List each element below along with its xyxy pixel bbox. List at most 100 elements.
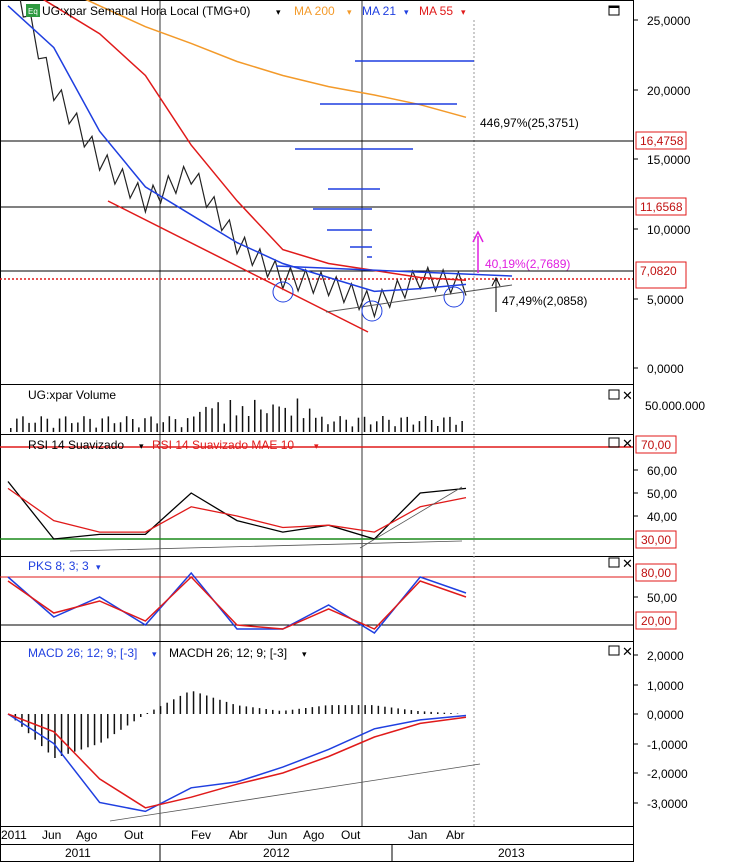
volume-bar: [83, 416, 85, 432]
svg-text:▾: ▾: [276, 7, 281, 17]
volume-bar: [181, 427, 183, 432]
y-tick: -3,0000: [647, 797, 688, 811]
svg-text:▾: ▾: [404, 7, 409, 17]
y-tick: 0,0000: [647, 362, 684, 376]
annotation-up: 40,19%(2,7689): [485, 257, 570, 271]
volume-bar: [41, 416, 43, 432]
volume-bar: [272, 405, 274, 433]
volume-bar: [425, 416, 427, 432]
y-tick: 25,0000: [647, 14, 691, 28]
ma200-label[interactable]: MA 200: [294, 4, 335, 18]
volume-bar: [217, 402, 219, 432]
volume-bar: [309, 409, 311, 432]
x-year: 2013: [498, 846, 525, 860]
volume-bar: [199, 412, 201, 432]
macd-histogram-bar: [147, 713, 149, 714]
macd-histogram-bar: [265, 709, 267, 714]
macd-histogram-bar: [444, 713, 446, 714]
macd-histogram-bar: [338, 705, 340, 714]
rsi-title: RSI 14 Suavizado: [28, 438, 124, 452]
macd-histogram-bar: [166, 703, 168, 714]
volume-bar: [187, 418, 189, 432]
annotation-down: 47,49%(2,0858): [502, 294, 587, 308]
x-tick: Jan: [408, 828, 427, 842]
close-icon[interactable]: ✕: [622, 644, 633, 659]
macd-histogram-bar: [378, 706, 380, 714]
x-tick: Jun: [268, 828, 287, 842]
close-icon[interactable]: ✕: [622, 556, 633, 571]
y-tick: 5,0000: [647, 293, 684, 307]
rsi-signal-title: RSI 14 Suavizado MAE 10: [152, 438, 294, 452]
volume-bar: [339, 416, 341, 432]
x-tick: Ago: [303, 828, 325, 842]
volume-bar: [394, 426, 396, 432]
volume-bar: [358, 418, 360, 432]
macd-histogram-bar: [226, 702, 228, 714]
ma21-label[interactable]: MA 21: [362, 4, 396, 18]
annotation-target: 446,97%(25,3751): [480, 116, 579, 130]
pks-title: PKS 8; 3; 3: [28, 559, 89, 573]
svg-text:▾: ▾: [96, 562, 101, 572]
macd-histogram-bar: [61, 714, 63, 756]
volume-bar: [297, 399, 299, 433]
macd-histogram-bar: [186, 693, 188, 715]
macd-histogram-bar: [358, 705, 360, 714]
macd-histogram-bar: [351, 705, 353, 714]
macd-histogram-bar: [345, 705, 347, 714]
ma55-label[interactable]: MA 55: [419, 4, 453, 18]
volume-bar: [10, 428, 12, 432]
macd-histogram-bar: [430, 712, 432, 714]
y-tick: 10,0000: [647, 223, 691, 237]
volume-bar: [193, 417, 195, 433]
volume-bar: [169, 416, 171, 432]
price-panel-title: UG:xpar Semanal Hora Local (TMG+0): [42, 4, 250, 18]
volume-bar: [59, 419, 61, 433]
volume-bar: [303, 418, 305, 432]
macd-histogram-bar: [87, 714, 89, 747]
volume-bar: [34, 423, 36, 432]
volume-bar: [455, 425, 457, 432]
volume-bar: [205, 407, 207, 432]
volume-bar: [260, 410, 262, 433]
macd-histogram-bar: [48, 714, 50, 753]
svg-text:▾: ▾: [152, 649, 157, 659]
svg-text:▾: ▾: [302, 649, 307, 659]
macd-histogram-bar: [114, 714, 116, 734]
y-tick: 15,0000: [647, 153, 691, 167]
svg-text:▾: ▾: [347, 7, 352, 17]
volume-bar: [278, 407, 280, 433]
volume-bar: [248, 416, 250, 432]
macd-histogram-bar: [364, 705, 366, 714]
macd-histogram-bar: [318, 706, 320, 714]
volume-bar: [321, 417, 323, 432]
close-icon[interactable]: ✕: [622, 388, 633, 403]
macd-histogram-bar: [107, 714, 109, 738]
macd-histogram-bar: [193, 691, 195, 714]
volume-bar: [333, 422, 335, 433]
x-tick: Jun: [42, 828, 61, 842]
volume-bar: [413, 425, 415, 432]
level-tag: 11,6568: [640, 200, 683, 214]
macd-histogram-bar: [206, 696, 208, 715]
macd-histogram-bar: [246, 706, 248, 714]
macd-histogram-bar: [272, 710, 274, 714]
macd-histogram-bar: [305, 708, 307, 714]
macd-histogram-bar: [199, 693, 201, 714]
x-year: 2012: [263, 846, 290, 860]
volume-bar: [254, 400, 256, 432]
macd-histogram-bar: [232, 704, 234, 714]
volume-title: UG:xpar Volume: [28, 388, 116, 402]
volume-y-tick: 50.000.000: [645, 399, 705, 413]
macd-histogram-bar: [371, 705, 373, 714]
x-tick: Fev: [191, 828, 211, 842]
rsi-level-tag: 30,00: [641, 533, 671, 547]
close-icon[interactable]: ✕: [622, 436, 633, 451]
x-tick: 2011: [1, 828, 27, 842]
volume-bar: [22, 416, 24, 432]
volume-bar: [126, 416, 128, 432]
macd-histogram-bar: [127, 714, 129, 726]
volume-bar: [47, 419, 49, 432]
macd-histogram-bar: [298, 709, 300, 714]
macd-histogram-bar: [312, 707, 314, 714]
macd-histogram-bar: [94, 714, 96, 745]
